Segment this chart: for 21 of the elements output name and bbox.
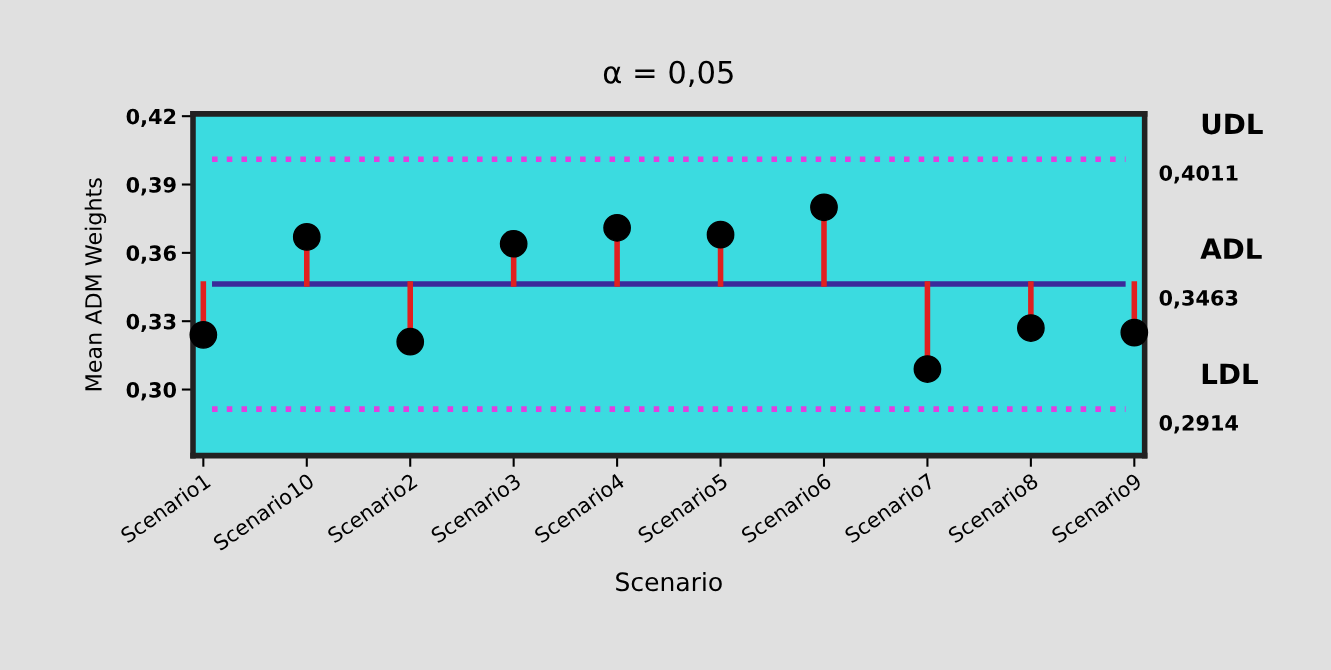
y-tick-label: 0,39 xyxy=(126,176,176,196)
ref-line-label: ADL 0,3463 xyxy=(1159,238,1262,309)
chart-title: α = 0,05 xyxy=(603,60,733,87)
point xyxy=(1017,314,1045,342)
point xyxy=(292,223,321,251)
point xyxy=(189,320,218,349)
y-axis-title: Mean ADM Weights xyxy=(84,178,107,391)
y-tick-label: 0,30 xyxy=(126,381,177,401)
point xyxy=(396,327,425,356)
point xyxy=(913,355,942,383)
x-axis-title: Scenario xyxy=(616,571,722,592)
y-tick-label: 0,36 xyxy=(126,245,176,264)
point xyxy=(706,220,735,249)
point xyxy=(1120,318,1149,347)
ref-line-label: LDL 0,2914 xyxy=(1159,363,1258,434)
ref-line-label: UDL 0,4011 xyxy=(1159,113,1263,184)
y-tick-label: 0,33 xyxy=(126,313,176,333)
point xyxy=(810,193,838,222)
point xyxy=(603,213,631,242)
y-tick-label: 0,42 xyxy=(126,108,176,128)
point xyxy=(499,229,528,258)
